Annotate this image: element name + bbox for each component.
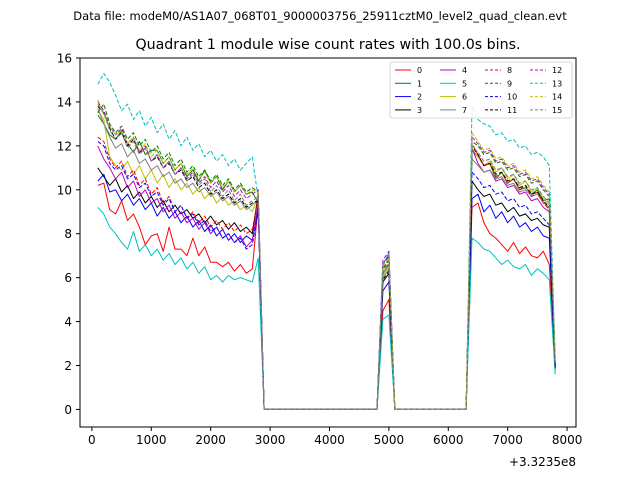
x-tick-label: 3000	[255, 433, 286, 447]
y-tick-label: 8	[64, 227, 72, 241]
legend-label-14: 14	[552, 93, 562, 102]
legend-label-9: 9	[507, 79, 512, 88]
legend-label-7: 7	[462, 106, 467, 115]
legend-label-2: 2	[417, 93, 422, 102]
chart-title: Quadrant 1 module wise count rates with …	[135, 37, 520, 53]
x-tick-label: 1000	[136, 433, 167, 447]
legend-label-1: 1	[417, 79, 422, 88]
y-tick-label: 16	[57, 52, 72, 66]
chart-suptitle: Data file: modeM0/AS1A07_068T01_90000037…	[73, 9, 567, 23]
legend-label-13: 13	[552, 79, 562, 88]
series-line-9	[97, 103, 556, 410]
x-tick-label: 5000	[374, 433, 405, 447]
series-line-15	[97, 103, 556, 410]
x-tick-label: 4000	[314, 433, 345, 447]
plot-area: 0 1000 2000 3000 4000 5000 6000 7000 80000246810…	[57, 52, 583, 448]
legend-label-12: 12	[552, 66, 562, 75]
legend-label-15: 15	[552, 106, 562, 115]
x-tick-label: 0	[88, 433, 96, 447]
series-line-13	[97, 72, 556, 410]
legend-box	[389, 61, 573, 119]
legend-label-4: 4	[462, 66, 467, 75]
y-tick-label: 2	[64, 359, 72, 373]
x-tick-label: 8000	[552, 433, 583, 447]
legend-label-8: 8	[507, 66, 512, 75]
x-offset-label: +3.3235e8	[509, 455, 576, 469]
legend-label-6: 6	[462, 93, 467, 102]
axes-frame	[79, 57, 577, 428]
y-tick-label: 12	[57, 139, 72, 153]
series-line-14	[97, 99, 556, 410]
legend-label-0: 0	[417, 66, 422, 75]
y-tick-label: 14	[57, 95, 72, 109]
y-tick-label: 10	[57, 183, 72, 197]
series-line-11	[97, 105, 556, 410]
x-tick-label: 6000	[433, 433, 464, 447]
y-tick-label: 6	[64, 271, 72, 285]
x-tick-label: 7000	[492, 433, 523, 447]
legend-label-5: 5	[462, 79, 467, 88]
legend-label-11: 11	[507, 106, 517, 115]
y-tick-label: 4	[64, 315, 72, 329]
y-tick-label: 0	[64, 403, 72, 417]
legend-label-10: 10	[507, 93, 517, 102]
x-tick-label: 2000	[195, 433, 226, 447]
legend-label-3: 3	[417, 106, 422, 115]
